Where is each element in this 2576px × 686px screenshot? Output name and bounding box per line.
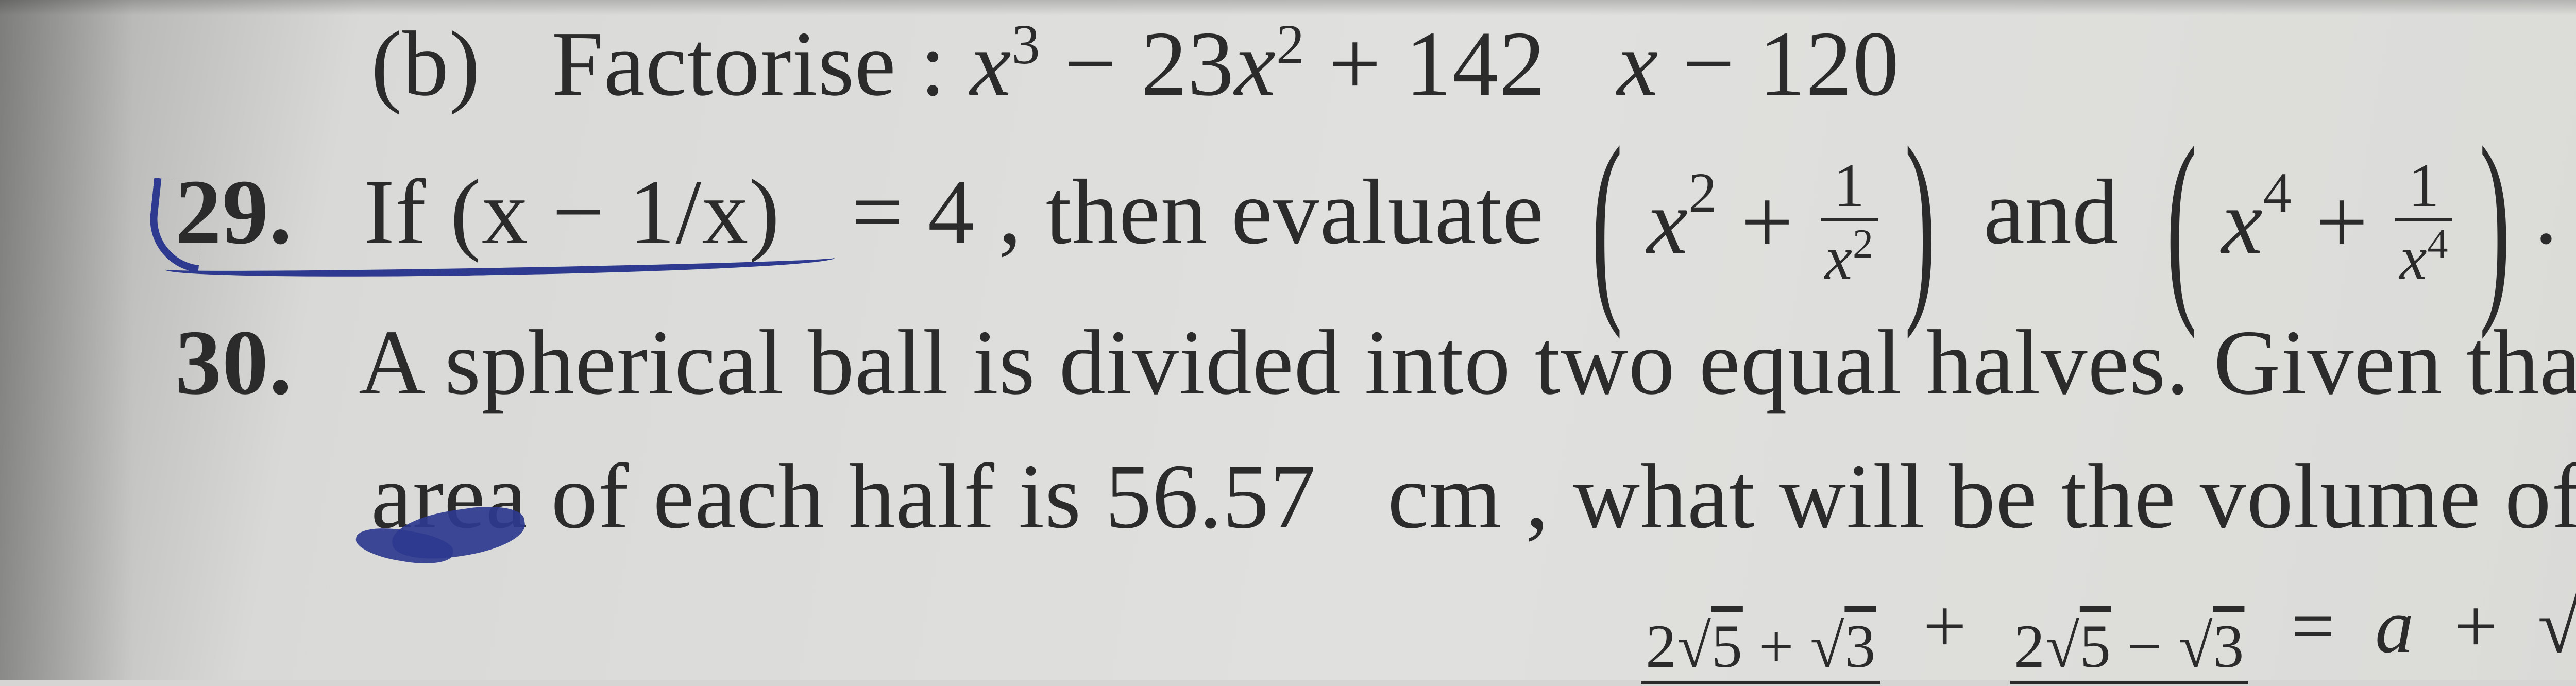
- bf-sqrt3-icon: √: [2045, 612, 2080, 680]
- q30-line2: area of each half is 56.57 cm , what wil…: [371, 443, 2576, 550]
- q30-value: 56.57: [1105, 445, 1316, 547]
- q29-t1-den-pow: 2: [1853, 221, 1874, 267]
- q29-if: If: [364, 161, 450, 263]
- q28b-minus2: −: [1682, 12, 1759, 115]
- q29-t1-pow: 2: [1688, 161, 1717, 224]
- q29-and: and: [1960, 161, 2143, 263]
- bf-plus-text: +: [1923, 584, 1967, 669]
- bf-f1-op: +: [1759, 612, 1794, 680]
- q29-and-text: and: [1984, 161, 2119, 263]
- q30-unit: cm: [1387, 445, 1502, 547]
- q29-t2-plus: +: [2316, 170, 2393, 273]
- q29-t1-plus: +: [1741, 170, 1818, 273]
- q28b-minus1: −: [1064, 12, 1141, 115]
- q30-line1: 30. A spherical ball is divided into two…: [175, 309, 2576, 416]
- q28b-var1: x: [970, 12, 1012, 115]
- bf-f2-rada: 5: [2080, 612, 2111, 680]
- q29-t2-num: 1: [2395, 155, 2452, 218]
- bf-plus: +: [1903, 584, 1987, 669]
- q30-text2b: , what will be the volume of the sph: [1526, 445, 2576, 547]
- bf-frac2: 2√5 − √3: [2010, 615, 2248, 684]
- q29-t2-var: x: [2222, 170, 2263, 273]
- q28b-c1: 142: [1405, 12, 1546, 115]
- scan-shadow-left: [0, 0, 134, 680]
- lparen2-icon: (: [2166, 99, 2198, 344]
- bf-f1-rada: 5: [1711, 612, 1743, 680]
- q29-lhs: (x − 1/x): [450, 161, 780, 263]
- bf-f2-op: −: [2127, 612, 2163, 680]
- bf-eq: =: [2291, 584, 2335, 669]
- bf-sqrt1-icon: √: [1677, 612, 1711, 680]
- q29-t2-frac: 1 x4: [2395, 155, 2452, 289]
- rparen2-icon: ): [2479, 99, 2511, 344]
- bf-op: +: [2454, 584, 2498, 669]
- q28b-text: Factorise :: [552, 12, 970, 115]
- q28b-var2: x: [1234, 12, 1276, 115]
- q28b-var3: x: [1617, 12, 1659, 115]
- q29-t1-num: 1: [1821, 155, 1878, 218]
- bf-sqrt2-icon: √: [1810, 612, 1845, 680]
- q29-t2-den-pow: 4: [2427, 221, 2448, 267]
- bottom-fragment: 2√5 + √3 + 2√5 − √3 = a + √15b: [1638, 582, 2576, 686]
- bf-f2-radb: 3: [2213, 612, 2244, 680]
- q28b-label: (b): [371, 12, 481, 115]
- bf-f2-coef: 2: [2014, 612, 2045, 680]
- lparen-icon: (: [1591, 99, 1623, 344]
- bf-sqrt4-icon: √: [2179, 612, 2213, 680]
- q28b-c0: 120: [1759, 12, 1900, 115]
- rparen-icon: ): [1905, 99, 1936, 344]
- q29-eq: = 4: [851, 161, 975, 263]
- bf-frac1: 2√5 + √3: [1641, 615, 1880, 684]
- bf-rhs: = a + √15b: [2272, 584, 2576, 669]
- q28b-plus1: +: [1329, 12, 1405, 115]
- q30-text1: A spherical ball is divided into two equ…: [359, 311, 2576, 414]
- q29-then: , then evaluate: [998, 161, 1568, 263]
- q28b-pow3: 3: [1012, 13, 1041, 76]
- q28b-pow2: 2: [1276, 13, 1305, 76]
- q28b-c2: 23: [1141, 12, 1234, 115]
- bf-f1-radb: 3: [1844, 612, 1876, 680]
- bf-a: a: [2375, 584, 2414, 669]
- q29-t1-den: x2: [1821, 218, 1878, 289]
- q29-t2-pow: 4: [2263, 161, 2292, 224]
- page-scan: (b) Factorise : x3 − 23x2 + 142 x − 120 …: [0, 0, 2576, 680]
- q29-t1-var: x: [1647, 170, 1688, 273]
- bf-sqrt5-icon: √: [2538, 584, 2576, 669]
- q30-number: 30.: [175, 311, 293, 414]
- q29-period: .: [2534, 161, 2558, 263]
- q29-t2-den-var: x: [2399, 224, 2427, 292]
- bf-frac1-num: 2√5 + √3: [1641, 615, 1880, 684]
- q28b-line: (b) Factorise : x3 − 23x2 + 142 x − 120: [371, 10, 1900, 117]
- q29-t1-den-var: x: [1825, 224, 1853, 292]
- q29-t2-den: x4: [2395, 218, 2452, 289]
- q29-t1-frac: 1 x2: [1821, 155, 1878, 289]
- ink-curve-q29: [145, 178, 208, 272]
- bf-f1-coef: 2: [1646, 612, 1677, 680]
- bf-frac2-num: 2√5 − √3: [2010, 615, 2248, 684]
